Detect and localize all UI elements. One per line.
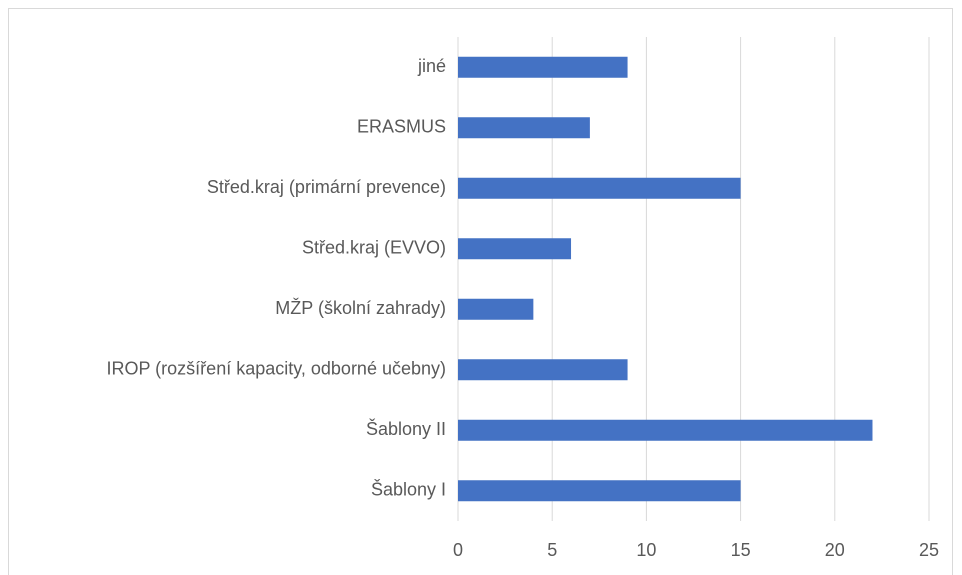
bar: [458, 480, 741, 502]
y-tick-label: Střed.kraj (EVVO): [302, 238, 446, 258]
x-tick-label: 15: [731, 540, 751, 560]
x-tick-label: 20: [825, 540, 845, 560]
y-tick-label: Šablony II: [366, 418, 446, 439]
x-tick-label: 5: [547, 540, 557, 560]
y-tick-label: MŽP (školní zahrady): [275, 298, 446, 318]
y-tick-label: ERASMUS: [357, 117, 446, 137]
y-tick-label: Střed.kraj (primární prevence): [207, 177, 446, 197]
y-tick-label: Šablony I: [371, 479, 446, 500]
bar: [458, 419, 873, 441]
y-tick-label: IROP (rozšíření kapacity, odborné učebny…: [107, 359, 447, 379]
bar: [458, 117, 590, 139]
bar: [458, 177, 741, 199]
x-tick-label: 10: [636, 540, 656, 560]
bar: [458, 238, 572, 260]
x-tick-label: 25: [919, 540, 939, 560]
bar: [458, 359, 628, 381]
x-tick-label: 0: [453, 540, 463, 560]
y-tick-label: jiné: [417, 56, 446, 76]
bar: [458, 56, 628, 78]
bar: [458, 298, 534, 320]
